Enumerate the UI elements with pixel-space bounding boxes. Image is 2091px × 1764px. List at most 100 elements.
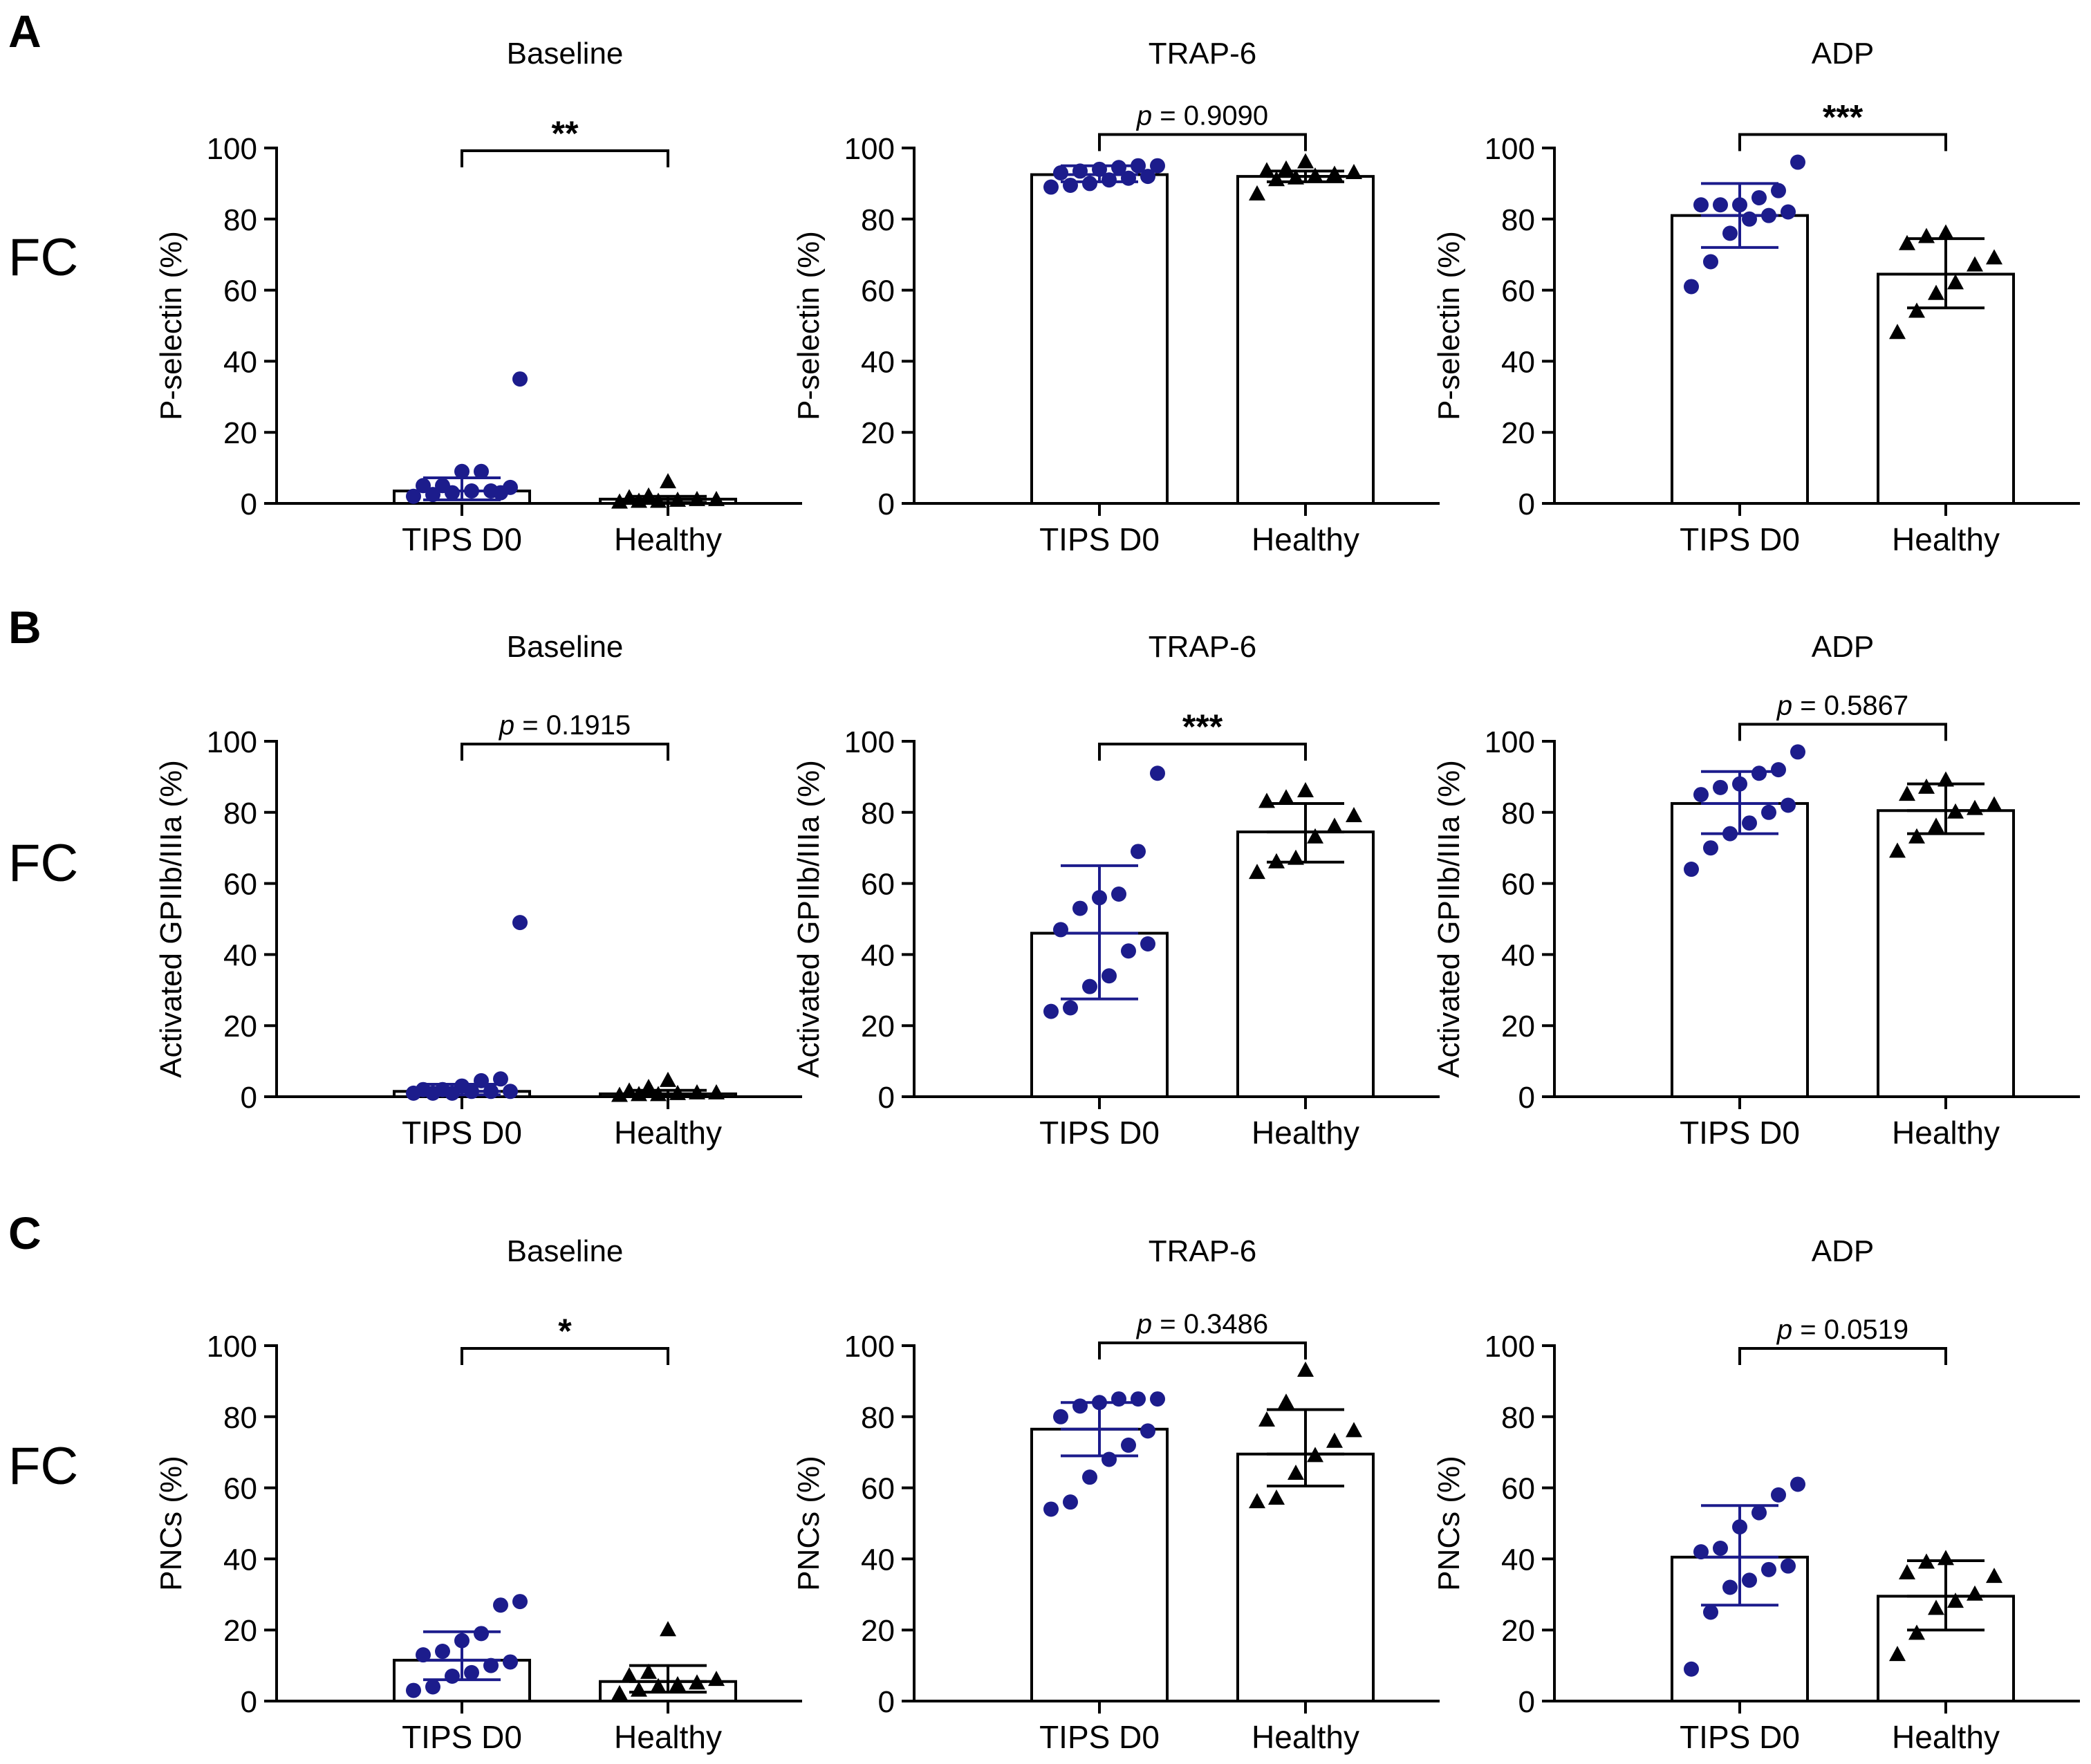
significance-bracket <box>1738 1347 1947 1365</box>
y-tick-label: 60 <box>223 275 257 308</box>
data-point-healthy <box>1278 160 1294 176</box>
data-point-healthy <box>1899 786 1915 801</box>
data-point-healthy <box>1967 1585 1983 1601</box>
y-tick-label: 20 <box>861 1614 895 1648</box>
y-axis-label: Activated GPIIb/IIIa (%) <box>792 760 826 1078</box>
y-tick-label: 40 <box>223 938 257 972</box>
data-point-healthy <box>660 473 676 489</box>
data-point-healthy <box>1928 284 1944 300</box>
y-tick-label: 100 <box>844 725 895 759</box>
p-symbol: p <box>1136 1309 1152 1339</box>
data-point-tips-d0 <box>1781 797 1796 813</box>
data-point-tips-d0 <box>1693 787 1709 803</box>
data-point-tips-d0 <box>435 1644 450 1660</box>
y-tick-label: 40 <box>861 938 895 972</box>
y-tick-label: 0 <box>878 1685 895 1719</box>
data-point-tips-d0 <box>416 1647 431 1663</box>
significance-p-value: p = 0.9090 <box>1136 101 1268 131</box>
data-point-healthy <box>1297 153 1314 169</box>
data-point-healthy <box>1908 1624 1925 1640</box>
y-axis-label: PNCs (%) <box>154 1456 188 1591</box>
data-point-tips-d0 <box>1781 204 1796 220</box>
data-point-healthy <box>1986 796 2002 812</box>
y-tick-label: 60 <box>223 868 257 902</box>
y-tick-label: 100 <box>1485 1330 1535 1364</box>
data-point-tips-d0 <box>493 485 508 501</box>
p-equals: = <box>1152 1309 1184 1339</box>
panel-title: ADP <box>1812 37 1874 71</box>
y-tick-label: 0 <box>241 488 257 521</box>
x-tick-label: Healthy <box>1252 1115 1359 1151</box>
data-point-healthy <box>1346 1422 1362 1438</box>
p-equals: = <box>1152 101 1184 131</box>
y-tick-label: 0 <box>241 1081 257 1115</box>
y-tick-label: 60 <box>861 868 895 902</box>
panel-A-adp: ADP P-selectin (%) 0 20 40 60 80 100 TIPS D0 Heal… <box>1432 37 2080 557</box>
y-axis-label: P-selectin (%) <box>154 231 188 420</box>
data-point-healthy <box>1947 1593 1964 1608</box>
method-label-b: FC <box>8 834 78 893</box>
y-tick-label: 60 <box>223 1472 257 1506</box>
data-point-healthy <box>1346 806 1362 822</box>
data-point-tips-d0 <box>1684 1661 1699 1677</box>
method-label-c: FC <box>8 1437 78 1496</box>
data-point-healthy <box>1297 1361 1314 1377</box>
data-point-healthy <box>1908 302 1925 318</box>
data-point-tips-d0 <box>425 1679 440 1695</box>
p-value: 0.9090 <box>1184 101 1268 131</box>
data-point-tips-d0 <box>1150 765 1165 781</box>
data-point-healthy <box>1986 249 2002 265</box>
data-point-tips-d0 <box>1072 900 1088 916</box>
panel-title: ADP <box>1812 1234 1874 1268</box>
data-point-healthy <box>1908 828 1925 844</box>
data-point-healthy <box>1918 228 1935 243</box>
y-axis-label: P-selectin (%) <box>792 231 826 420</box>
data-point-tips-d0 <box>1111 1391 1126 1407</box>
p-value: 0.0519 <box>1824 1315 1908 1345</box>
data-point-tips-d0 <box>503 1084 518 1099</box>
significance-p-value: p = 0.0519 <box>1776 1315 1908 1345</box>
data-point-tips-d0 <box>1053 165 1068 180</box>
data-point-tips-d0 <box>445 1669 460 1684</box>
panel-title: Baseline <box>507 630 624 664</box>
data-point-healthy <box>1249 1493 1265 1509</box>
y-tick-label: 80 <box>223 203 257 237</box>
y-tick-label: 0 <box>1518 1685 1535 1719</box>
data-point-tips-d0 <box>512 1594 528 1610</box>
data-point-tips-d0 <box>1063 1000 1078 1016</box>
y-tick-label: 20 <box>861 1010 895 1043</box>
x-tick-label: Healthy <box>614 521 722 557</box>
data-point-tips-d0 <box>474 463 489 479</box>
data-point-healthy <box>1967 799 1983 815</box>
data-point-healthy <box>660 1071 676 1087</box>
data-point-healthy <box>1899 234 1915 250</box>
y-tick-label: 80 <box>861 1401 895 1435</box>
data-point-tips-d0 <box>1140 169 1155 185</box>
data-point-tips-d0 <box>1742 815 1757 831</box>
data-point-tips-d0 <box>435 478 450 494</box>
y-tick-label: 40 <box>223 345 257 379</box>
p-symbol: p <box>1776 690 1792 721</box>
data-point-tips-d0 <box>1121 1437 1136 1453</box>
y-tick-label: 40 <box>861 345 895 379</box>
data-point-healthy <box>1288 1465 1304 1480</box>
panel-C-baseline: Baseline PNCs (%) 0 20 40 60 80 100 TIPS D0 Healt… <box>154 1234 802 1755</box>
y-tick-label: 100 <box>1485 132 1535 166</box>
panel-B-baseline: Baseline Activated GPIIb/IIIa (%) 0 20 40 60 8… <box>154 630 802 1151</box>
y-tick-label: 80 <box>1501 797 1535 830</box>
data-point-tips-d0 <box>1111 886 1126 902</box>
significance-bracket <box>1738 723 1947 741</box>
y-tick-label: 0 <box>1518 1081 1535 1115</box>
p-equals: = <box>1792 690 1824 721</box>
panel-title: Baseline <box>507 1234 624 1268</box>
y-tick-label: 100 <box>1485 725 1535 759</box>
data-point-healthy <box>1249 864 1265 880</box>
data-point-healthy <box>650 1678 667 1693</box>
data-point-healthy <box>1928 817 1944 833</box>
panel-title: Baseline <box>507 37 624 71</box>
y-tick-label: 40 <box>223 1543 257 1577</box>
p-symbol: p <box>1136 101 1152 131</box>
data-point-tips-d0 <box>1043 1003 1059 1019</box>
p-value: 0.1915 <box>546 710 631 741</box>
